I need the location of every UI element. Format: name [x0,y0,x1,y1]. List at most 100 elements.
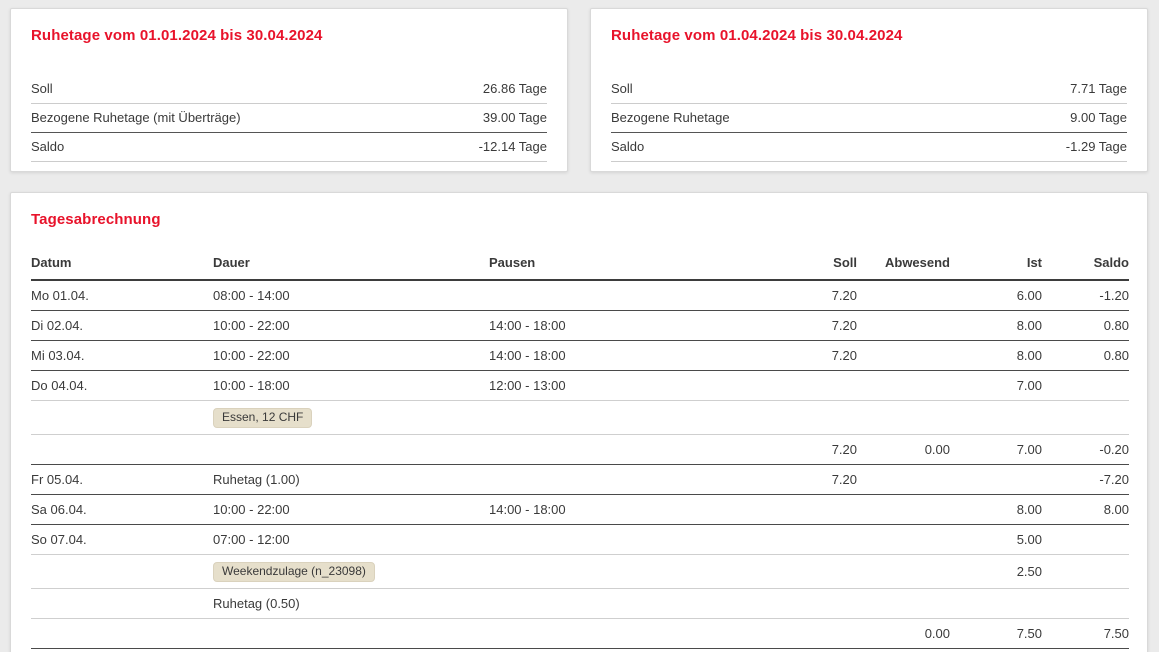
cell-pausen [489,648,792,652]
allowance-badge: Weekendzulage (n_23098) [213,562,375,582]
cell-ist: 6.00 [950,280,1042,311]
cell-saldo: -7.20 [1042,464,1129,495]
cell-abwesend [857,370,950,401]
cell-abwesend [857,340,950,371]
cell-ist [950,588,1042,619]
cell-dauer: 10:00 - 22:00 [213,310,489,341]
allowance-badge: Essen, 12 CHF [213,408,313,428]
column-header-datum: Datum [31,255,213,281]
column-header-dauer: Dauer [213,255,489,281]
summary-row-saldo: Saldo -12.14 Tage [31,133,547,162]
cell-datum [31,588,213,619]
cell-ist: 8.00 [950,310,1042,341]
cell-datum: Di 02.04. [31,310,213,341]
cell-datum: Do 04.04. [31,370,213,401]
cell-soll: 7.20 [792,280,857,311]
cell-soll [792,494,857,525]
cell-dauer: 10:00 - 22:00 [213,494,489,525]
summary-value: -1.29 Tage [1065,139,1127,154]
cell-saldo [1042,554,1129,589]
cell-datum [31,618,213,649]
summary-row-soll: Soll 7.71 Tage [611,75,1127,104]
cell-datum: So 07.04. [31,524,213,555]
summary-row-saldo: Saldo -1.29 Tage [611,133,1127,162]
cell-soll [792,554,857,589]
column-header-soll: Soll [792,255,857,281]
column-header-abwesend: Abwesend [857,255,950,281]
table-row: 7.20 0.00 7.00 -0.20 [31,434,1129,465]
cell-dauer [213,618,489,649]
cell-ist: 8.00 [950,340,1042,371]
summary-label: Soll [611,81,633,96]
cell-datum [31,400,213,435]
cell-pausen: 14:00 - 18:00 [489,310,792,341]
cell-dauer: 08:00 - 11:00 [213,648,489,652]
summary-row-bezogene: Bezogene Ruhetage (mit Überträge) 39.00 … [31,104,547,133]
table-row: Mi 03.04. 10:00 - 22:00 14:00 - 18:00 7.20 … [31,340,1129,371]
cell-dauer: 07:00 - 12:00 [213,524,489,555]
cell-soll [792,618,857,649]
tagesabrechnung-card: Tagesabrechnung Datum Dauer Pausen Soll … [10,192,1148,652]
summary-label: Bezogene Ruhetage [611,110,730,125]
tagesabrechnung-title: Tagesabrechnung [31,211,161,228]
summary-label: Saldo [31,139,65,154]
cell-ist: 3.00 [950,648,1042,652]
column-header-pausen: Pausen [489,255,792,281]
cell-pausen: 14:00 - 18:00 [489,340,792,371]
cell-saldo: 0.80 [1042,310,1129,341]
cell-saldo: 8.00 [1042,494,1129,525]
table-row: Fr 05.04. Ruhetag (1.00) 7.20 -7.20 [31,464,1129,495]
column-header-saldo: Saldo [1042,255,1129,281]
table-row: So 07.04. 07:00 - 12:00 5.00 [31,524,1129,555]
cell-saldo: -0.20 [1042,434,1129,465]
cell-saldo [1042,400,1129,435]
cell-soll: 7.20 [792,340,857,371]
cell-dauer: Weekendzulage (n_23098) [213,554,489,589]
summary-value: 39.00 Tage [482,110,547,125]
summary-value: 9.00 Tage [1070,110,1127,125]
tagesabrechnung-table: Datum Dauer Pausen Soll Abwesend Ist Sal… [31,255,1129,652]
summary-row-soll: Soll 26.86 Tage [31,75,547,104]
cell-soll [792,400,857,435]
cell-abwesend: 0.00 [857,618,950,649]
cell-abwesend [857,280,950,311]
cell-abwesend [857,494,950,525]
cell-ist [950,400,1042,435]
cell-datum: Sa 06.04. [31,494,213,525]
cell-soll [792,370,857,401]
table-row: Do 04.04. 10:00 - 18:00 12:00 - 13:00 7.00 [31,370,1129,401]
cell-abwesend [857,588,950,619]
cell-abwesend [857,464,950,495]
ruhetage-card-period-month: Ruhetage vom 01.04.2024 bis 30.04.2024 S… [590,8,1148,172]
cell-ist: 7.00 [950,370,1042,401]
ruhetage-cards-row: Ruhetage vom 01.01.2024 bis 30.04.2024 S… [10,8,1148,172]
card-title: Ruhetage vom 01.04.2024 bis 30.04.2024 [611,27,903,44]
ruhetage-card-period-ytd: Ruhetage vom 01.01.2024 bis 30.04.2024 S… [10,8,568,172]
summary-row-bezogene: Bezogene Ruhetage 9.00 Tage [611,104,1127,133]
cell-pausen [489,434,792,465]
cell-pausen [489,618,792,649]
cell-soll [792,524,857,555]
table-row: 0.00 7.50 7.50 [31,618,1129,649]
summary-label: Soll [31,81,53,96]
cell-dauer: Ruhetag (1.00) [213,464,489,495]
cell-ist: 7.00 [950,434,1042,465]
card-title: Ruhetage vom 01.01.2024 bis 30.04.2024 [31,27,323,44]
table-body: Mo 01.04. 08:00 - 14:00 7.20 6.00 -1.20 Di … [31,280,1129,652]
cell-datum: Mo 01.04. [31,280,213,311]
cell-saldo [1042,648,1129,652]
cell-pausen [489,588,792,619]
cell-ist: 2.50 [950,554,1042,589]
cell-saldo: 7.50 [1042,618,1129,649]
cell-abwesend: 0.00 [857,434,950,465]
cell-soll: 7.20 [792,434,857,465]
cell-abwesend [857,400,950,435]
cell-abwesend [857,524,950,555]
cell-dauer [213,434,489,465]
cell-soll [792,648,857,652]
cell-saldo [1042,370,1129,401]
cell-pausen [489,400,792,435]
summary-label: Saldo [611,139,645,154]
cell-datum: Mo 08.04. [31,648,213,652]
